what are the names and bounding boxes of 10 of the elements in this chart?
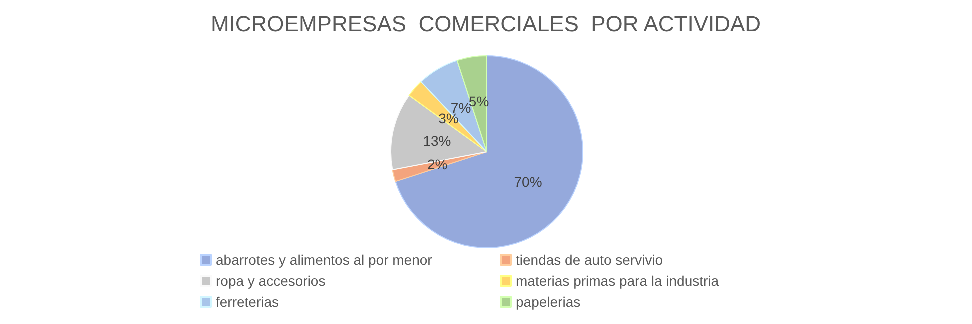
data-label: 70% [514,174,542,190]
legend-label: ferreterias [216,294,280,310]
chart-title: MICROEMPRESAS COMERCIALES POR ACTIVIDAD [210,12,762,36]
legend-label: materias primas para la industria [516,273,720,289]
legend-label: ropa y accesorios [216,273,326,289]
data-label: 13% [423,132,452,149]
legend-label: abarrotes y alimentos al por menor [216,252,433,268]
legend-label: papelerias [516,294,581,310]
legend-label: tiendas de auto servivio [516,252,664,268]
data-label: 2% [427,156,448,173]
